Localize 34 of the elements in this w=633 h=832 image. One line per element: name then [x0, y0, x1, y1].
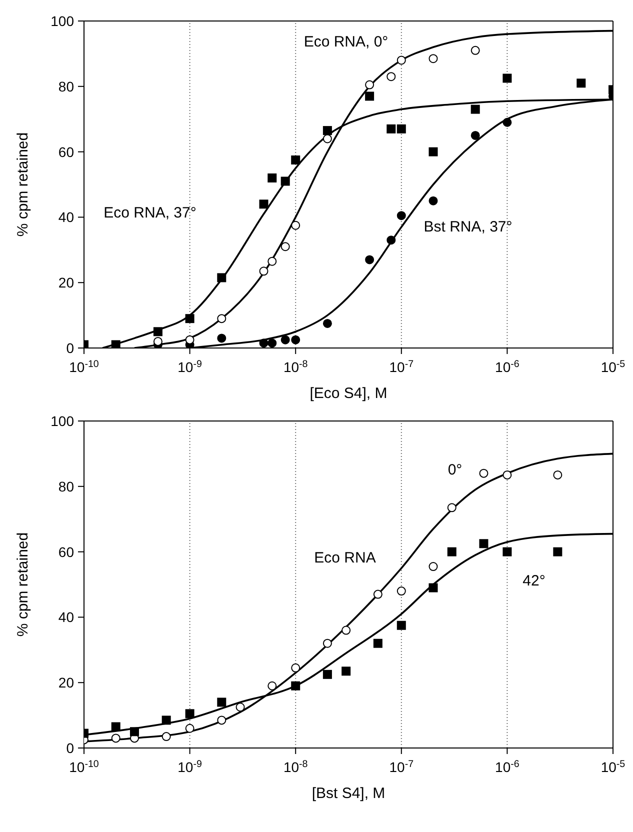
x-tick-label: 10$^{-6}$: [495, 358, 520, 375]
x-tick-label: 10$^{-10}$: [69, 758, 100, 775]
y-tick-label: 0: [66, 340, 74, 356]
annotation: 0°: [448, 462, 462, 478]
annotation: Bst RNA, 37°: [424, 218, 512, 236]
x-axis-title: [Eco S4], M: [310, 385, 388, 402]
y-tick-label: 100: [50, 413, 74, 429]
x-tick-label: 10$^{-8}$: [283, 758, 308, 775]
x-axis-title: [Bst S4], M: [312, 785, 386, 802]
annotation: Eco RNA, 0°: [304, 34, 388, 50]
y-tick-label: 20: [58, 274, 74, 291]
y-tick-label: 80: [58, 478, 74, 494]
x-tick-label: 10$^{-7}$: [389, 358, 414, 375]
y-tick-label: 40: [58, 609, 74, 626]
annotation: Eco RNA, 37°: [104, 204, 196, 222]
y-tick-label: 60: [58, 544, 74, 560]
annotation: Eco RNA: [314, 550, 376, 566]
y-tick-label: 80: [58, 78, 74, 94]
x-tick-label: 10$^{-8}$: [283, 358, 308, 375]
x-tick-label: 10$^{-5}$: [600, 358, 626, 375]
y-tick-label: 20: [58, 674, 74, 691]
y-axis-title: % cpm retained: [14, 132, 32, 237]
annotation: 42°: [522, 572, 546, 590]
x-tick-label: 10$^{-6}$: [495, 758, 520, 775]
x-tick-label: 10$^{-5}$: [600, 758, 626, 775]
y-axis-title: % cpm retained: [14, 532, 32, 637]
y-tick-label: 40: [58, 209, 74, 226]
x-tick-label: 10$^{-9}$: [178, 358, 202, 375]
x-tick-label: 10$^{-9}$: [178, 758, 202, 775]
y-tick-label: 0: [66, 740, 74, 756]
x-tick-label: 10$^{-7}$: [389, 758, 414, 775]
x-tick-label: 10$^{-10}$: [69, 358, 100, 375]
y-tick-label: 100: [50, 13, 74, 29]
y-tick-label: 60: [58, 144, 74, 160]
